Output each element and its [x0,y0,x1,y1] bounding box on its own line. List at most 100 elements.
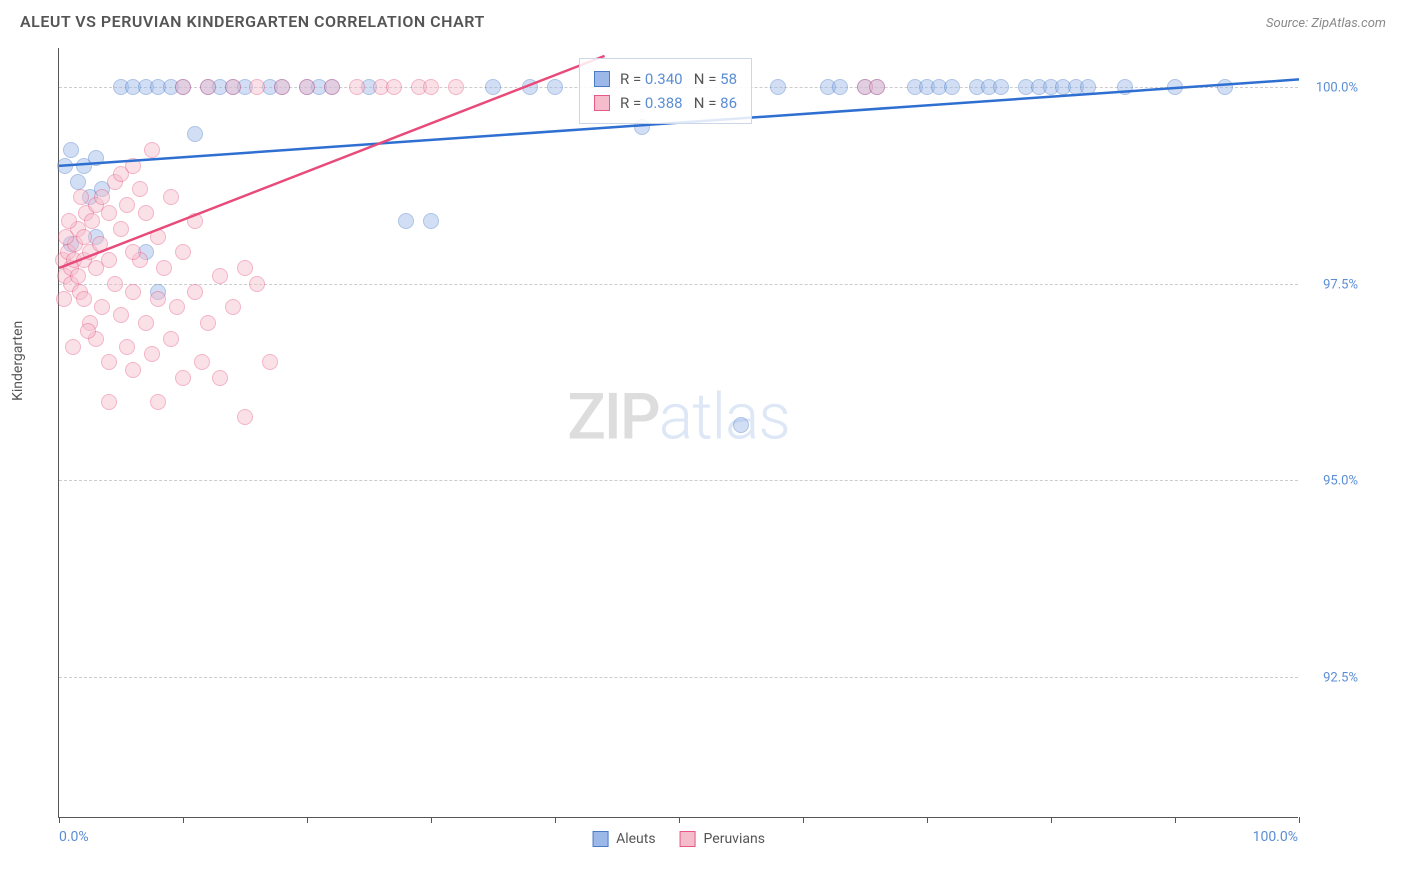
series-legend-label: Aleuts [616,831,655,847]
data-point [138,315,154,331]
legend-row: R = 0.340 N = 58 [594,67,737,91]
data-point [175,79,191,95]
x-tick [1175,817,1176,823]
data-point [187,284,203,300]
data-point [84,213,100,229]
data-point [56,291,72,307]
chart-header: ALEUT VS PERUVIAN KINDERGARTEN CORRELATI… [0,0,1406,39]
data-point [125,158,141,174]
x-tick [1051,817,1052,823]
data-point [522,79,538,95]
data-point [1167,79,1183,95]
data-point [92,236,108,252]
data-point [125,284,141,300]
data-point [448,79,464,95]
gridline: 95.0% [59,480,1298,481]
data-point [423,213,439,229]
data-point [200,315,216,331]
data-point [187,213,203,229]
legend-text: R = 0.388 N = 86 [620,94,737,112]
y-tick-label: 97.5% [1303,277,1358,292]
data-point [57,158,73,174]
correlation-legend-box: R = 0.340 N = 58 R = 0.388 N = 86 [579,58,752,124]
legend-swatch [594,71,610,87]
data-point [349,79,365,95]
data-point [274,79,290,95]
watermark-atlas: atlas [659,380,790,455]
data-point [65,339,81,355]
data-point [485,79,501,95]
series-legend-label: Peruvians [704,831,765,847]
data-point [70,268,86,284]
y-tick-label: 95.0% [1303,474,1358,489]
x-tick [555,817,556,823]
data-point [1080,79,1096,95]
data-point [88,150,104,166]
data-point [156,260,172,276]
data-point [101,354,117,370]
trend-lines-group [59,48,1299,818]
legend-text: R = 0.340 N = 58 [620,70,737,88]
data-point [163,331,179,347]
legend-swatch [594,95,610,111]
data-point [80,323,96,339]
chart-source: Source: ZipAtlas.com [1266,16,1386,31]
data-point [113,221,129,237]
data-point [138,205,154,221]
legend-swatch [592,831,608,847]
data-point [398,213,414,229]
data-point [262,354,278,370]
data-point [163,189,179,205]
data-point [212,370,228,386]
y-axis-title: Kindergarten [10,321,26,401]
series-legend-item: Aleuts [592,831,655,847]
data-point [869,79,885,95]
data-point [61,213,77,229]
data-point [832,79,848,95]
x-tick [183,817,184,823]
y-tick-label: 92.5% [1303,670,1358,685]
x-tick [59,817,60,823]
data-point [144,142,160,158]
chart-title: ALEUT VS PERUVIAN KINDERGARTEN CORRELATI… [20,12,485,31]
x-tick [431,817,432,823]
x-axis-max-label: 100.0% [1253,829,1298,845]
chart-container: Kindergarten ZIPatlas 92.5%95.0%97.5%100… [58,48,1358,818]
x-tick [307,817,308,823]
legend-row: R = 0.388 N = 86 [594,91,737,115]
data-point [386,79,402,95]
data-point [94,189,110,205]
watermark-zip: ZIP [567,380,659,455]
data-point [1217,79,1233,95]
data-point [237,409,253,425]
data-point [212,268,228,284]
x-tick [679,817,680,823]
x-tick [803,817,804,823]
data-point [733,417,749,433]
data-point [249,276,265,292]
data-point [1117,79,1133,95]
data-point [423,79,439,95]
data-point [200,79,216,95]
data-point [107,276,123,292]
x-tick [927,817,928,823]
gridline: 92.5% [59,677,1298,678]
data-point [101,205,117,221]
data-point [101,252,117,268]
data-point [225,79,241,95]
data-point [58,229,74,245]
data-point [194,354,210,370]
data-point [119,339,135,355]
data-point [324,79,340,95]
data-point [175,370,191,386]
data-point [150,394,166,410]
data-point [76,229,92,245]
data-point [187,126,203,142]
data-point [125,244,141,260]
data-point [150,229,166,245]
data-point [70,174,86,190]
data-point [944,79,960,95]
series-legend: Aleuts Peruvians [592,831,765,847]
data-point [249,79,265,95]
data-point [169,299,185,315]
